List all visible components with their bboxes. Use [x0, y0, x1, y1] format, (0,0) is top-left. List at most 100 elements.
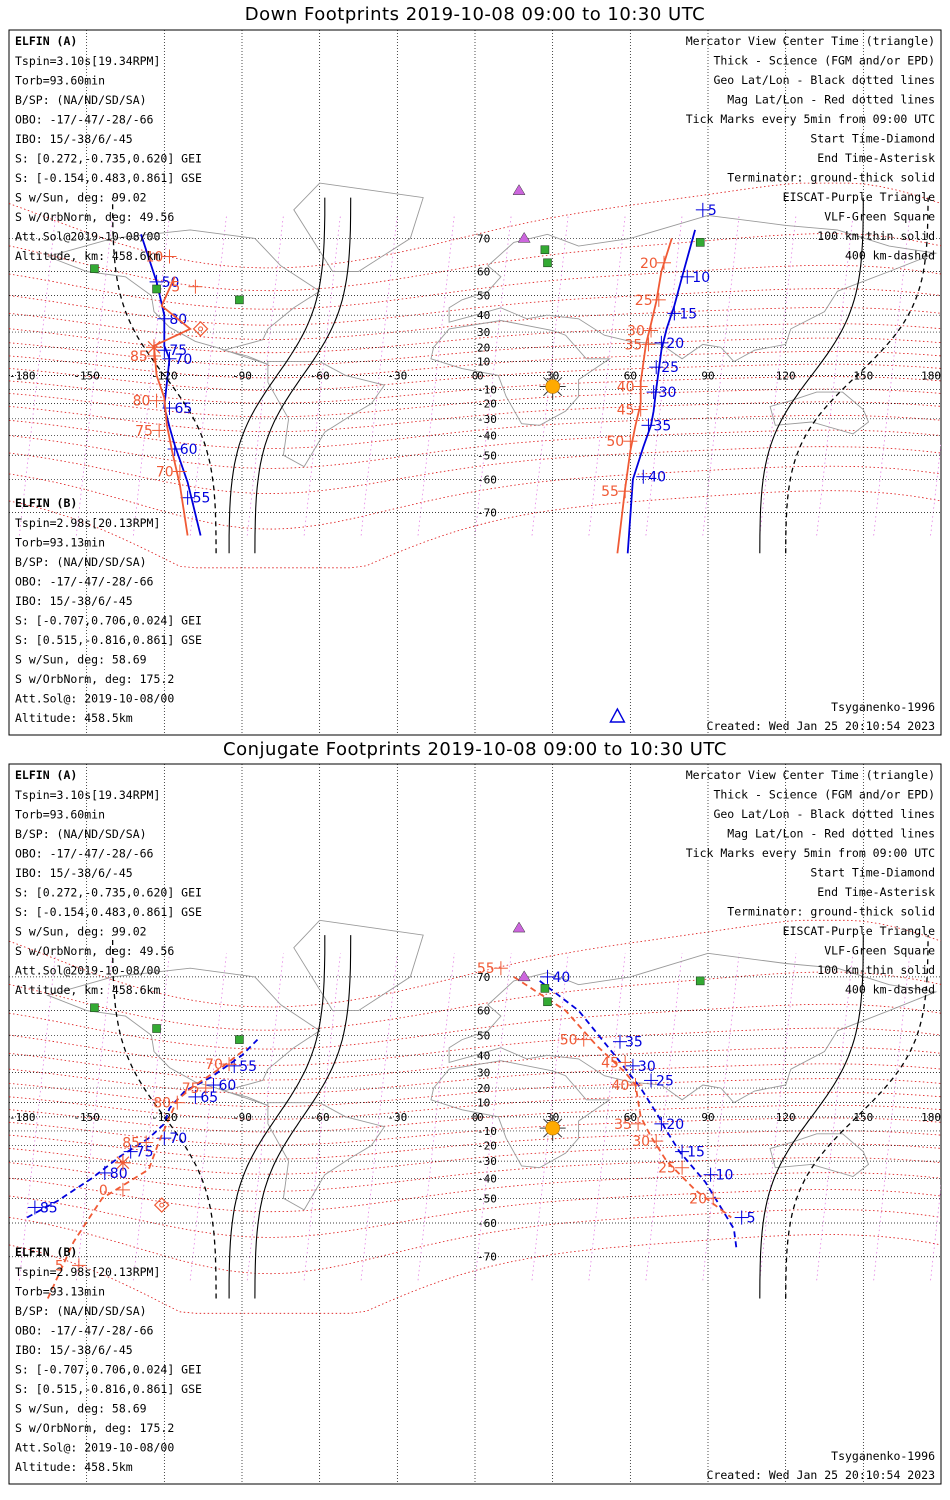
mag-lat-line [9, 337, 941, 366]
y-tick-label: 60 [477, 1005, 490, 1018]
elfin-a-info-line: IBO: 15/-38/6/-45 [15, 132, 133, 146]
x-tick-label: -150 [73, 1111, 100, 1124]
y-tick-label: -50 [477, 1192, 497, 1205]
legend-item: Thick - Science (FGM and/or EPD) [713, 788, 935, 802]
legend-item: Tick Marks every 5min from 09:00 UTC [686, 846, 935, 860]
continent-outline [46, 967, 321, 1106]
tick-label: 55 [239, 1059, 257, 1075]
mag-lat-line [9, 1104, 941, 1133]
terminator-line [228, 935, 326, 1299]
legend-item: 100 km-thin solid [817, 963, 935, 977]
tick-label: 30 [632, 1134, 650, 1150]
elfin-a-info-line: S w/OrbNorm, deg: 49.56 [15, 944, 174, 958]
x-tick-label: 30 [546, 1111, 559, 1124]
terminator-line [785, 935, 929, 1299]
x-tick-label: -30 [387, 1111, 407, 1124]
legend-item: Mercator View Center Time (triangle) [686, 768, 935, 782]
elfin-a-info-line: S w/OrbNorm, deg: 49.56 [15, 210, 174, 224]
mag-lon-line [531, 953, 569, 1281]
continent-outline [293, 182, 424, 272]
y-tick-label: -70 [477, 506, 497, 519]
y-tick-label: -30 [477, 1155, 497, 1168]
x-tick-label: -90 [232, 1111, 252, 1124]
legend-item: Terminator: ground-thick solid [727, 171, 935, 185]
elfin-b-info-line: S w/Sun, deg: 58.69 [15, 653, 147, 667]
tick-label: 20 [666, 1117, 684, 1133]
plot-area: 5080757065605551015202530354010585807570… [9, 30, 941, 735]
vlf-square [543, 997, 552, 1007]
x-tick-label: -90 [232, 369, 252, 382]
x-tick-label: 0 [472, 369, 479, 382]
x-tick-label: 0 [472, 1111, 479, 1124]
tick-label: 10 [692, 270, 710, 286]
tick-label: 35 [625, 1035, 643, 1051]
terminator-line [111, 197, 217, 554]
tick-label: 55 [193, 491, 211, 507]
created-timestamp: Created: Wed Jan 25 20:10:54 2023 [707, 1468, 936, 1482]
tick-label: 80 [110, 1166, 128, 1182]
tick-label: 20 [640, 256, 658, 272]
y-tick-label: 50 [477, 290, 490, 303]
x-tick-label: 30 [546, 369, 559, 382]
y-tick-label: -50 [477, 449, 497, 462]
mag-lon-line [19, 953, 56, 1281]
y-tick-label: 40 [477, 1049, 490, 1062]
mag-lon-line [132, 953, 170, 1281]
tick-label: 50 [162, 275, 180, 291]
tick-label: 60 [219, 1078, 237, 1094]
tick-label: 5 [708, 203, 717, 219]
y-tick-label: 40 [477, 309, 490, 322]
legend-item: End Time-Asterisk [817, 151, 935, 165]
tick-label: 20 [689, 1191, 707, 1207]
footprint-trace-elfin_b [46, 976, 732, 1299]
legend-item: VLF-Green Square [824, 944, 935, 958]
elfin-b-info-line: S w/OrbNorm, deg: 175.2 [15, 1421, 174, 1435]
mag-lon-line [588, 953, 626, 1281]
tick-label: 20 [666, 336, 684, 352]
tick-label: 25 [661, 360, 679, 376]
end-asterisk-marker [116, 1156, 130, 1170]
y-tick-label: 70 [477, 971, 490, 984]
x-tick-label: 150 [853, 1111, 873, 1124]
tick-label: 25 [656, 1073, 674, 1089]
elfin-b-info-line: Torb=93.13min [15, 536, 105, 550]
end-asterisk-marker [147, 340, 161, 354]
tick-label: 35 [624, 337, 642, 353]
tick-label: 35 [653, 418, 671, 434]
x-tick-label: 180 [921, 1111, 941, 1124]
elfin-b-info-line: IBO: 15/-38/6/-45 [15, 594, 133, 608]
elfin-b-info-line: B/SP: (NA/ND/SD/SA) [15, 555, 147, 569]
model-label: Tsyganenko-1996 [831, 700, 935, 714]
y-tick-label: -10 [477, 383, 497, 396]
legend-item: Geo Lat/Lon - Black dotted lines [713, 807, 935, 821]
terminator-line [759, 197, 864, 554]
x-tick-label: 60 [624, 1111, 637, 1124]
tick-label: 25 [658, 1161, 676, 1177]
sun-marker [545, 379, 560, 394]
tick-label: 5 [55, 1258, 64, 1274]
vlf-square [90, 1003, 99, 1013]
tick-label: 80 [133, 394, 151, 410]
tick-label: 10 [146, 250, 164, 266]
tick-label: 75 [182, 1081, 200, 1097]
start-diamond-marker [192, 321, 209, 337]
continent-outline [448, 952, 938, 1104]
panel-title-down: Down Footprints 2019-10-08 09:00 to 10:3… [244, 4, 706, 25]
sun-ray [543, 376, 549, 382]
continent-outline [293, 919, 424, 1012]
vlf-square [543, 258, 552, 268]
terminator-line [759, 935, 864, 1299]
mag-lon-line [246, 953, 284, 1281]
continent-outline [448, 214, 938, 363]
tick-label: 75 [136, 1145, 154, 1161]
legend-item: Thick - Science (FGM and/or EPD) [713, 54, 935, 68]
y-tick-label: 20 [477, 1082, 490, 1095]
tick-label: 40 [648, 470, 666, 486]
tick-label: 5 [747, 1211, 756, 1227]
tick-label: 30 [659, 385, 677, 401]
mag-lon-line [930, 1183, 941, 1281]
x-tick-label: 90 [701, 369, 714, 382]
continent-outline [769, 1133, 870, 1177]
vlf-square [152, 284, 161, 294]
elfin-a-info-line: S w/Sun, deg: 99.02 [15, 925, 147, 939]
